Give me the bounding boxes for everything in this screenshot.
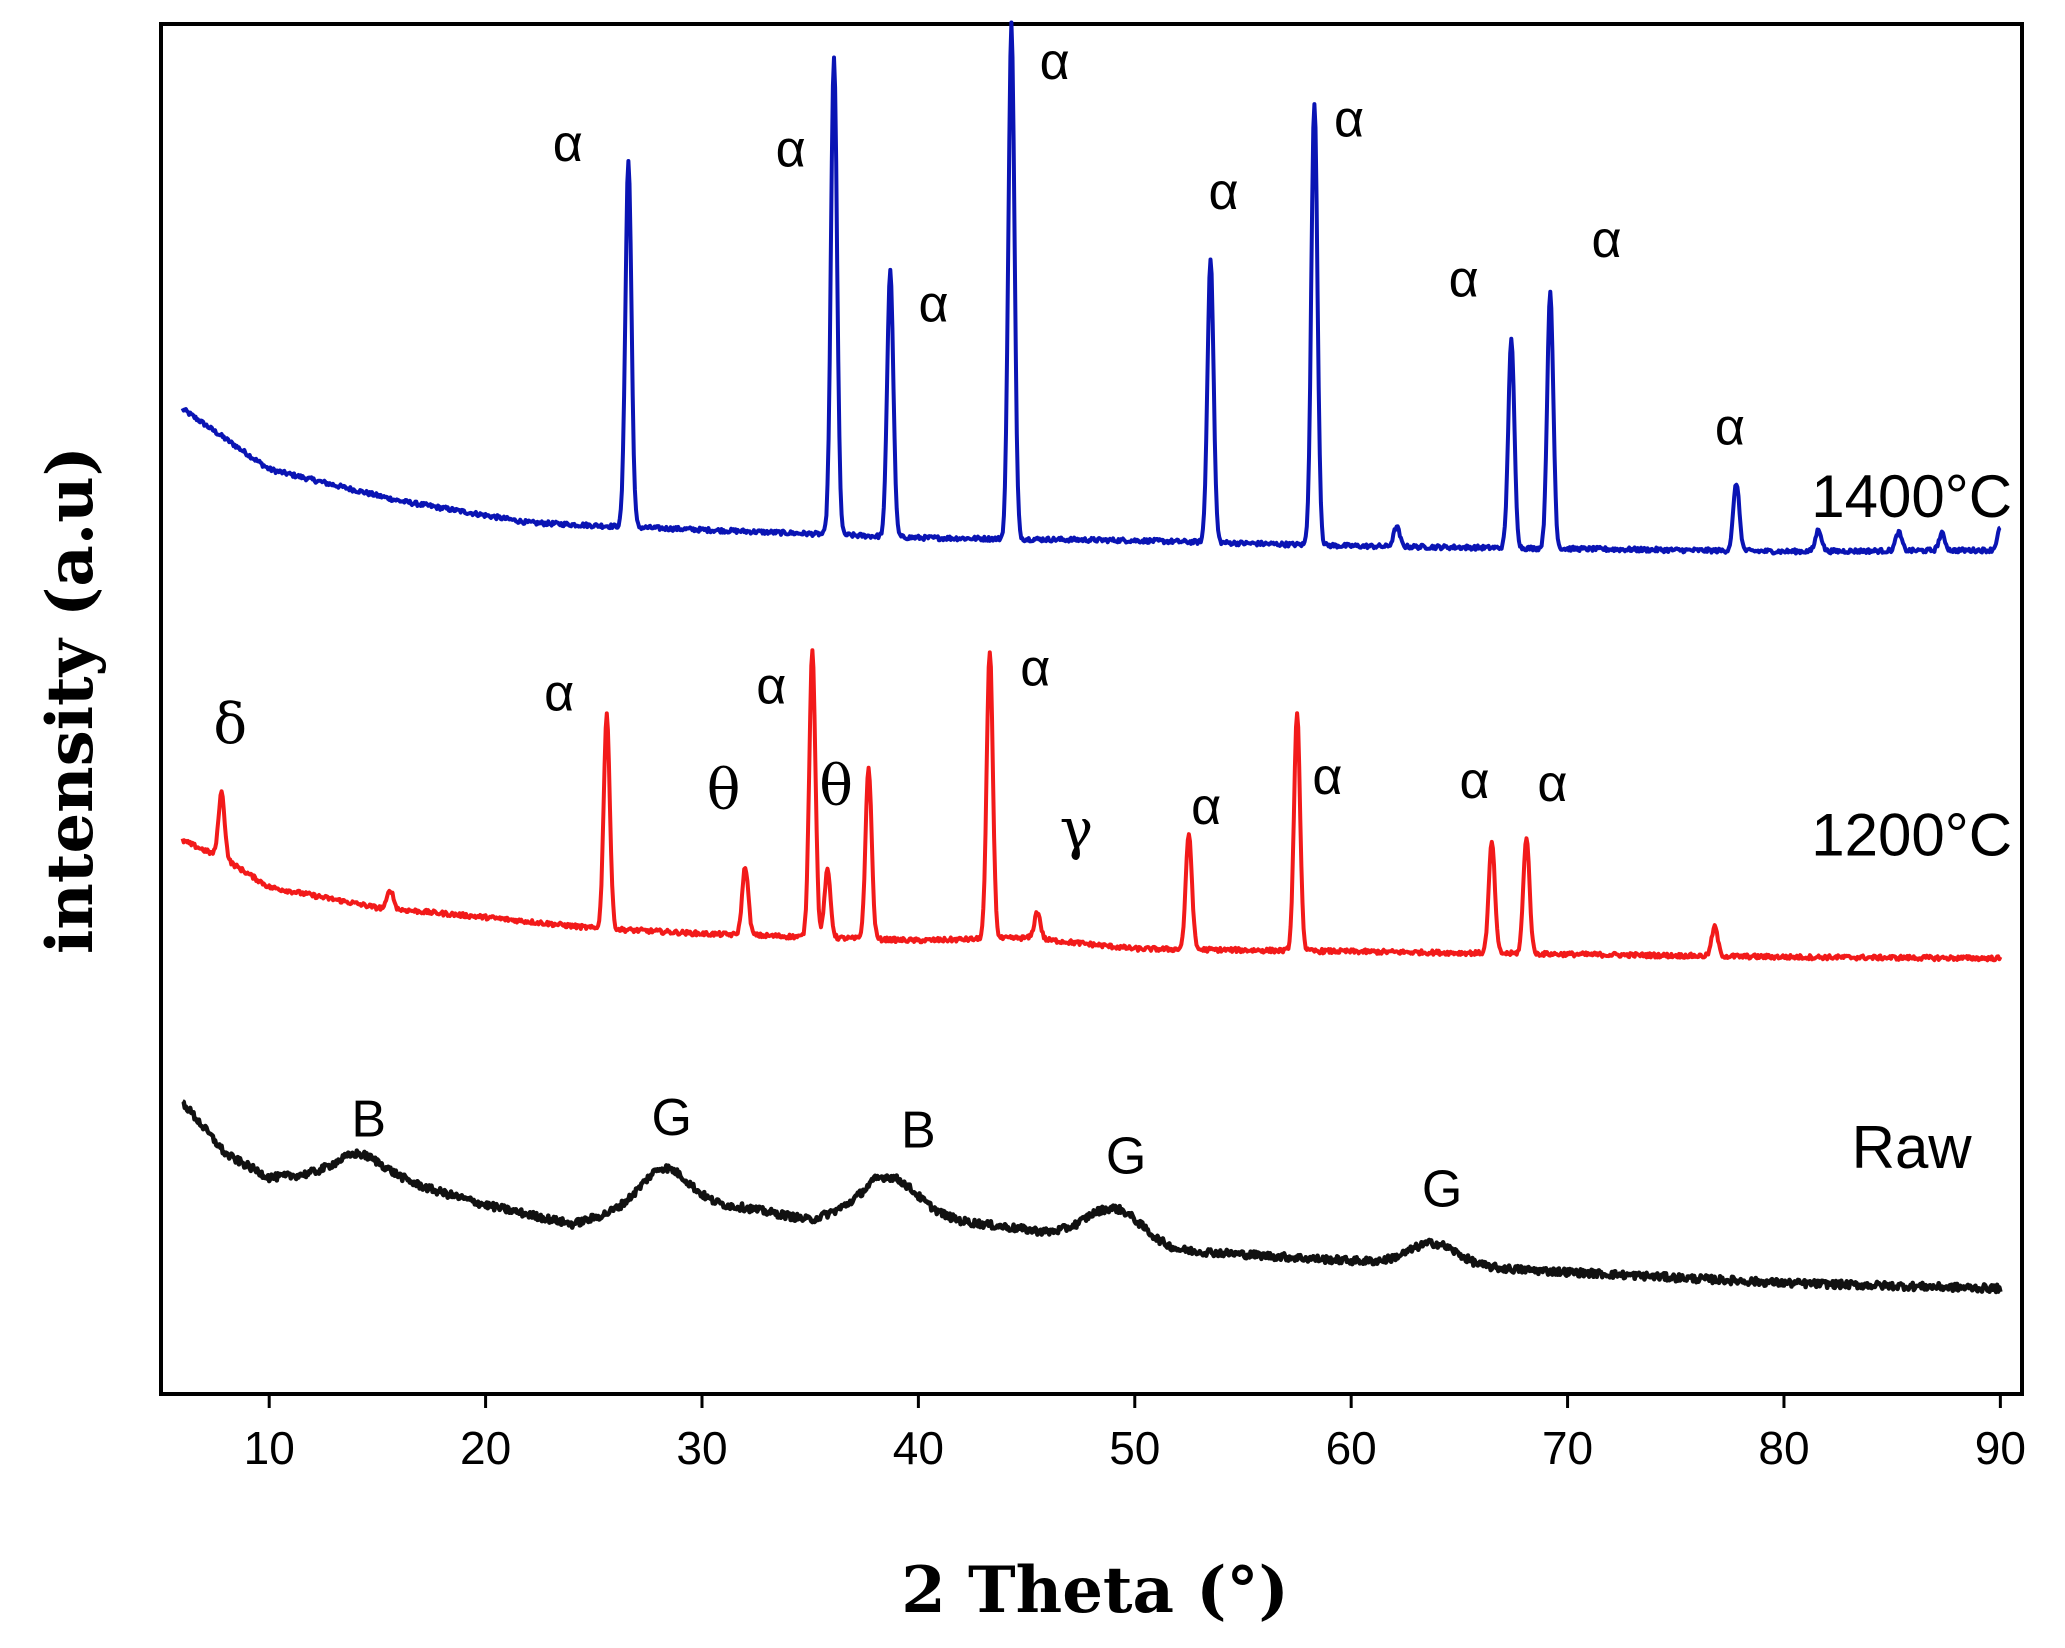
x-tick-label-80: 80 [1758,1422,1809,1474]
plot-frame [159,22,2024,1396]
peak-label-raw-3: G [1106,1127,1146,1185]
peak-label-1400c-1: α [776,120,806,178]
peak-label-raw-0: B [351,1090,386,1148]
peak-label-1200c-8: γ [1060,798,1093,863]
peak-label-raw-4: G [1422,1160,1462,1218]
x-axis-title: 2 Theta (°) [901,1553,1289,1628]
peak-label-1400c-0: α [553,115,583,173]
peak-label-1400c-9: α [1715,399,1745,457]
peak-label-1200c-3: θ [707,758,741,823]
peak-label-raw-2: B [901,1101,936,1159]
x-tick-label-40: 40 [893,1422,944,1474]
peak-label-1400c-5: α [1334,90,1364,148]
peak-label-raw-1: G [651,1089,691,1147]
series-line-raw [181,1099,2003,1295]
peak-label-1400c-4: α [1208,163,1238,221]
x-tick-label-50: 50 [1109,1422,1160,1474]
x-tick-label-30: 30 [676,1422,727,1474]
y-axis-title: intensity (a.u) [33,446,108,954]
series-label-1200c: 1200°C [1811,802,2012,869]
peak-label-1400c-2: α [919,275,949,333]
series-label-raw: Raw [1852,1114,1973,1181]
peak-label-1400c-3: α [1040,33,1070,91]
series-line-1200c [180,648,2003,963]
peak-label-1400c-8: α [1591,211,1621,269]
x-tick-label-70: 70 [1542,1422,1593,1474]
peak-label-1200c-0: δ [213,692,247,757]
peak-label-1200c-2: α [544,664,574,722]
series-line-1400c [180,20,2002,556]
x-axis-ticks: 10 20 30 40 50 60 70 80 90 [244,1394,2026,1474]
x-tick-label-60: 60 [1326,1422,1377,1474]
peak-label-1200c-10: α [1312,748,1342,806]
peak-label-1200c-7: α [1020,640,1050,698]
x-tick-label-20: 20 [460,1422,511,1474]
peak-label-1200c-12: α [1537,755,1567,813]
series-label-1400c: 1400°C [1811,463,2012,530]
peak-label-1200c-9: α [1191,778,1221,836]
series-group [180,20,2003,1295]
x-tick-label-90: 90 [1975,1422,2026,1474]
x-tick-label-10: 10 [244,1422,295,1474]
peak-label-1400c-7: α [1449,251,1479,309]
peak-label-1200c-5: θ [819,754,853,819]
peak-label-1200c-11: α [1459,752,1489,810]
peak-label-1200c-4: α [756,658,786,716]
